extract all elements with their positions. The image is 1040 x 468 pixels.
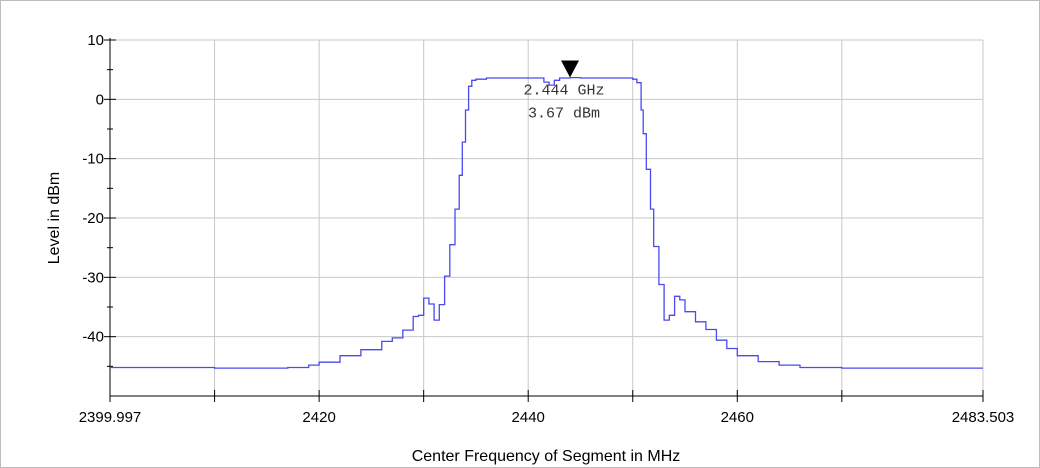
x-tick-label: 2420	[302, 409, 335, 426]
x-tick-label: 2440	[512, 409, 545, 426]
x-tick-label: 2399.997	[79, 409, 142, 426]
y-tick-label: -10	[82, 151, 104, 168]
spectrum-trace-line	[110, 76, 983, 369]
y-tick-label: -30	[82, 269, 104, 286]
y-tick-label: 0	[96, 91, 104, 108]
y-tick-label: -20	[82, 210, 104, 227]
y-axis-title: Level in dBm	[46, 172, 63, 265]
y-tick-label: 10	[87, 32, 104, 49]
x-axis-title: Center Frequency of Segment in MHz	[412, 448, 681, 465]
series-group	[110, 76, 983, 369]
x-axis-ticks: 2399.997 2420 2440 2460 2483.503	[79, 390, 1015, 426]
marker-level-label: 3.67 dBm	[528, 106, 600, 123]
marker-triangle-icon	[561, 60, 580, 78]
y-axis-ticks: 10 0 -10 -20 -30 -40	[82, 32, 116, 367]
y-tick-label: -40	[82, 329, 104, 346]
x-tick-label: 2460	[721, 409, 754, 426]
marker-frequency-label: 2.444 GHz	[524, 83, 605, 100]
marker-group: 2.444 GHz 3.67 dBm	[524, 60, 605, 123]
x-tick-label: 2483.503	[952, 409, 1015, 426]
